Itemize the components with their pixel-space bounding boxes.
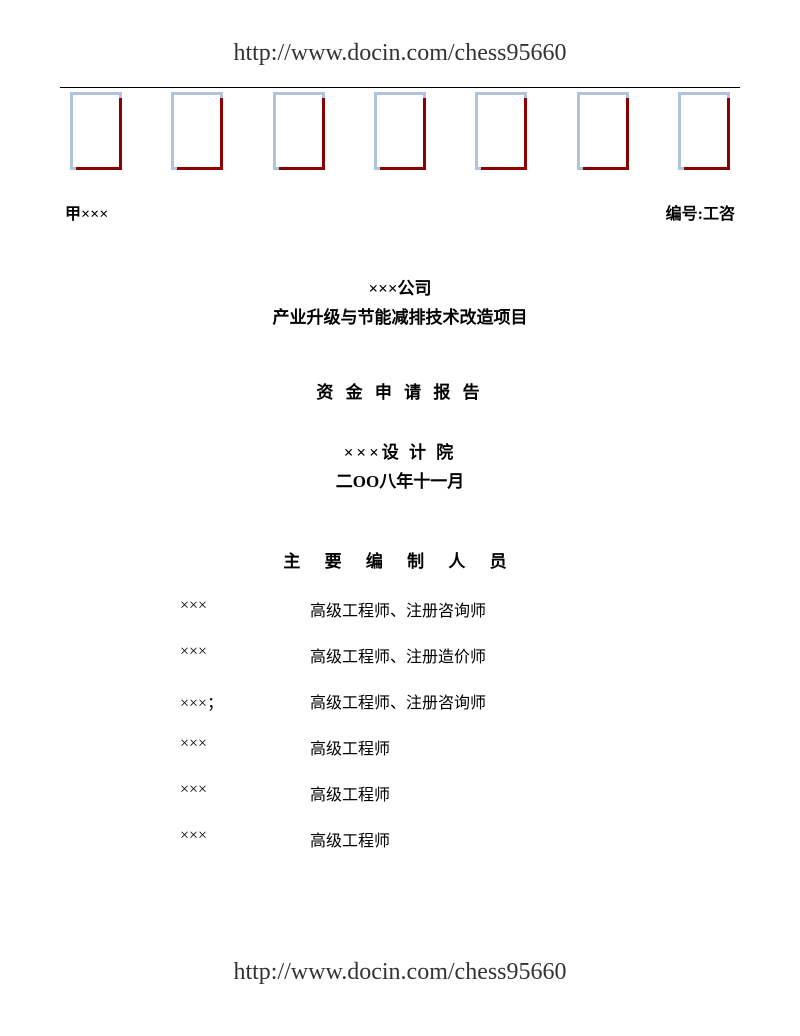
staff-role: 高级工程师、注册咨询师 xyxy=(310,689,740,713)
company-name: ×××公司 xyxy=(60,274,740,299)
staff-row: ××× 高级工程师 xyxy=(180,827,740,851)
institute-block: ×××设 计 院 二OO八年十一月 xyxy=(60,438,740,492)
staff-heading: 主 要 编 制 人 员 xyxy=(60,547,740,572)
staff-name: ×××； xyxy=(180,689,310,713)
report-title: 资 金 申 请 报 告 xyxy=(60,378,740,403)
header-right: 编号:工咨 xyxy=(666,200,735,224)
header-left: 甲××× xyxy=(65,200,108,224)
box-item xyxy=(475,92,527,170)
box-item xyxy=(171,92,223,170)
institute-name: ×××设 计 院 xyxy=(60,438,740,463)
staff-role: 高级工程师、注册咨询师 xyxy=(310,597,740,621)
staff-name: ××× xyxy=(180,781,310,805)
box-item xyxy=(70,92,122,170)
staff-role: 高级工程师 xyxy=(310,827,740,851)
document-page: http://www.docin.com/chess95660 甲××× 编号:… xyxy=(0,0,800,903)
title-block: ×××公司 产业升级与节能减排技术改造项目 xyxy=(60,274,740,328)
staff-row: ×××； 高级工程师、注册咨询师 xyxy=(180,689,740,713)
box-item xyxy=(577,92,629,170)
staff-name: ××× xyxy=(180,827,310,851)
staff-role: 高级工程师 xyxy=(310,781,740,805)
staff-list: ××× 高级工程师、注册咨询师 ××× 高级工程师、注册造价师 ×××； 高级工… xyxy=(60,597,740,851)
staff-row: ××× 高级工程师 xyxy=(180,781,740,805)
box-item xyxy=(678,92,730,170)
project-name: 产业升级与节能减排技术改造项目 xyxy=(60,303,740,328)
staff-name: ××× xyxy=(180,735,310,759)
staff-row: ××× 高级工程师、注册造价师 xyxy=(180,643,740,667)
staff-name: ××× xyxy=(180,643,310,667)
box-item xyxy=(374,92,426,170)
document-date: 二OO八年十一月 xyxy=(60,467,740,492)
staff-row: ××× 高级工程师 xyxy=(180,735,740,759)
staff-name: ××× xyxy=(180,597,310,621)
url-header: http://www.docin.com/chess95660 xyxy=(60,40,740,67)
staff-role: 高级工程师 xyxy=(310,735,740,759)
staff-row: ××× 高级工程师、注册咨询师 xyxy=(180,597,740,621)
url-footer: http://www.docin.com/chess95660 xyxy=(0,959,800,986)
boxes-row xyxy=(60,92,740,170)
staff-role: 高级工程师、注册造价师 xyxy=(310,643,740,667)
header-row: 甲××× 编号:工咨 xyxy=(60,200,740,224)
box-item xyxy=(273,92,325,170)
top-divider xyxy=(60,87,740,88)
